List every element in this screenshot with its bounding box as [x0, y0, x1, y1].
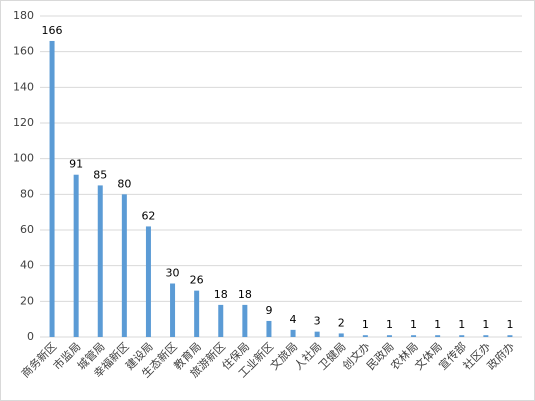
y-tick-label: 100 — [13, 152, 34, 165]
data-label: 1 — [506, 318, 513, 331]
y-tick-label: 40 — [20, 259, 34, 272]
data-label: 166 — [42, 24, 63, 37]
data-label: 18 — [214, 288, 228, 301]
y-tick-label: 140 — [13, 80, 34, 93]
bar — [459, 335, 465, 337]
data-label: 30 — [166, 267, 180, 280]
bar — [338, 333, 344, 337]
bar — [290, 329, 296, 337]
bar — [170, 283, 176, 337]
bar — [386, 335, 392, 337]
data-label: 1 — [386, 318, 393, 331]
data-label: 9 — [265, 304, 272, 317]
bar — [362, 335, 368, 337]
y-tick-label: 120 — [13, 116, 34, 129]
y-tick-label: 160 — [13, 45, 34, 58]
y-tick-label: 80 — [20, 187, 34, 200]
bar — [435, 335, 441, 337]
data-label: 18 — [238, 288, 252, 301]
data-label: 85 — [93, 168, 107, 181]
bar — [73, 174, 79, 337]
bar — [49, 40, 55, 337]
bar — [218, 304, 224, 337]
bar — [194, 290, 200, 337]
bar — [483, 335, 489, 337]
data-label: 4 — [290, 313, 297, 326]
bar — [314, 331, 320, 337]
bar — [97, 185, 103, 337]
bar — [266, 320, 272, 337]
bar — [411, 335, 417, 337]
data-label: 91 — [69, 158, 83, 171]
bar — [145, 226, 151, 337]
y-tick-label: 20 — [20, 294, 34, 307]
bar — [242, 304, 248, 337]
data-label: 1 — [362, 318, 369, 331]
bar — [507, 335, 513, 337]
data-label: 26 — [190, 274, 204, 287]
y-tick-label: 60 — [20, 223, 34, 236]
y-tick-label: 180 — [13, 9, 34, 22]
data-label: 80 — [117, 177, 131, 190]
data-label: 62 — [141, 209, 155, 222]
bar — [121, 194, 127, 337]
data-label: 2 — [338, 316, 345, 329]
data-label: 3 — [314, 315, 321, 328]
data-label: 1 — [410, 318, 417, 331]
data-label: 1 — [482, 318, 489, 331]
data-label: 1 — [458, 318, 465, 331]
y-tick-label: 0 — [27, 330, 34, 343]
data-label: 1 — [434, 318, 441, 331]
